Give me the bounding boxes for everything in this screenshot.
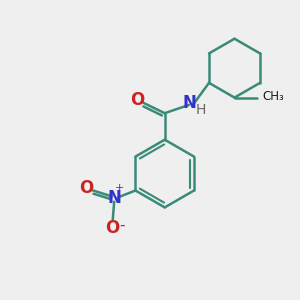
Text: O: O (105, 219, 119, 237)
Text: N: N (107, 189, 121, 207)
Text: O: O (80, 179, 94, 197)
Text: N: N (182, 94, 197, 112)
Text: -: - (119, 218, 124, 233)
Text: O: O (130, 91, 144, 109)
Text: H: H (196, 103, 206, 117)
Text: CH₃: CH₃ (262, 91, 284, 103)
Text: +: + (115, 183, 124, 194)
